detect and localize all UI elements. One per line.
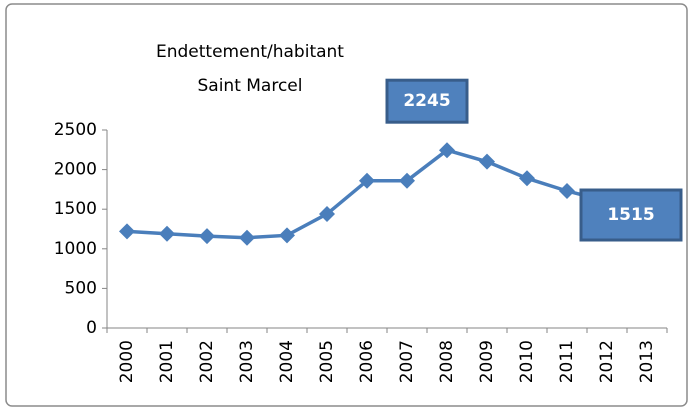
point xyxy=(199,228,215,245)
x-tick-label: 2006 xyxy=(357,340,377,383)
data-label: 1515 xyxy=(607,205,654,225)
point xyxy=(439,142,455,159)
x-tick-label: 2000 xyxy=(117,340,137,383)
callout-box xyxy=(385,78,469,124)
y-tick-label: 1000 xyxy=(54,239,97,259)
x-tick-label: 2013 xyxy=(637,340,657,383)
chart-title: Saint Marcel xyxy=(197,76,302,96)
point xyxy=(399,172,415,189)
x-tick-label: 2001 xyxy=(157,340,177,383)
y-tick-label: 500 xyxy=(65,278,97,298)
chart-border xyxy=(5,3,688,407)
point xyxy=(119,223,135,240)
x-tick-label: 2003 xyxy=(237,340,257,383)
x-tick-label: 2002 xyxy=(197,340,217,383)
point xyxy=(319,205,335,222)
x-tick-label: 2009 xyxy=(477,340,497,383)
point xyxy=(159,225,175,242)
x-tick-label: 2008 xyxy=(437,340,457,383)
point xyxy=(279,227,295,244)
x-tick-label: 2004 xyxy=(277,340,297,383)
point xyxy=(519,170,535,187)
y-tick-label: 2000 xyxy=(54,160,97,180)
chart-title: Endettement/habitant xyxy=(156,42,344,62)
point xyxy=(559,182,575,199)
y-tick-label: 1500 xyxy=(54,199,97,219)
x-tick-label: 2005 xyxy=(317,340,337,383)
x-tick-label: 2010 xyxy=(517,340,537,383)
point xyxy=(359,172,375,189)
callout-box xyxy=(579,188,683,242)
point xyxy=(479,153,495,170)
point xyxy=(239,229,255,246)
x-tick-label: 2011 xyxy=(557,340,577,383)
x-tick-label: 2012 xyxy=(597,340,617,383)
y-tick-label: 2500 xyxy=(54,120,97,140)
y-tick-label: 0 xyxy=(86,318,97,338)
x-tick-label: 2007 xyxy=(397,340,417,383)
data-label: 2245 xyxy=(403,91,450,111)
